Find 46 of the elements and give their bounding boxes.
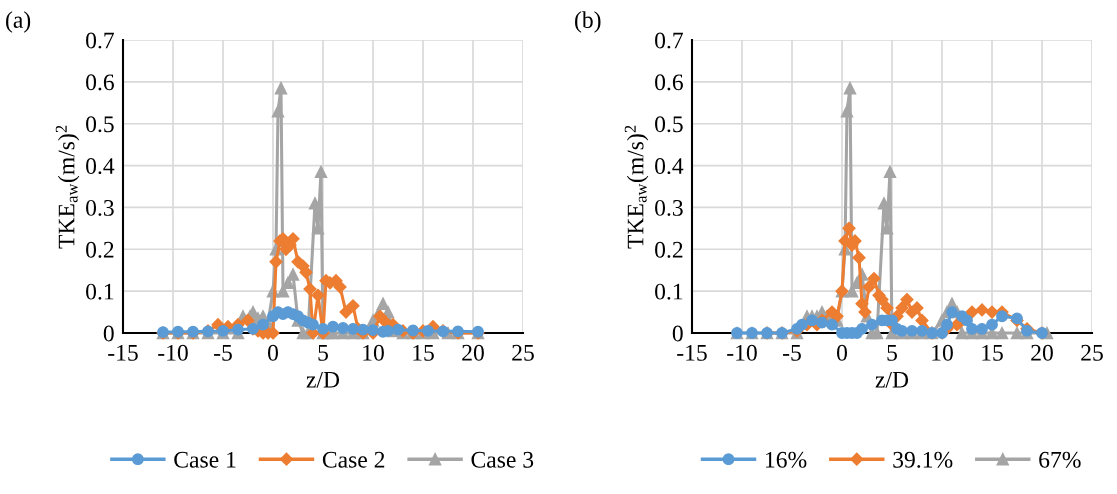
y-tick-label: 0.5 (655, 116, 683, 133)
y-axis-title: TKE$_{aw}$(m/s)$^{2}$ (624, 125, 649, 249)
x-tick-label: 25 (1081, 344, 1103, 361)
x-tick-label: -5 (214, 345, 232, 361)
x-tick-label: 25 (512, 344, 534, 361)
text: (b) (575, 11, 601, 33)
legend-label: Case 3 (471, 451, 534, 468)
y-tick-label: 0.6 (655, 74, 683, 91)
y-tick-label: 0.2 (655, 241, 683, 258)
x-axis-title: z/D (875, 371, 909, 388)
y-tick-label: 0.2 (86, 241, 114, 258)
y-tick-label: 0.1 (655, 283, 683, 300)
x-tick-label: 20 (462, 344, 484, 361)
legend-label: 16% (766, 451, 807, 468)
x-tick-label: -15 (108, 344, 138, 361)
x-tick-label: 15 (413, 344, 434, 361)
y-tick-label: 0.4 (655, 158, 684, 175)
x-tick-label: 0 (268, 344, 278, 361)
y-tick-label: 0.4 (86, 158, 115, 175)
y-tick-label: 0 (672, 325, 683, 342)
y-tick-label: 0.7 (86, 32, 114, 49)
x-tick-label: 20 (1031, 344, 1053, 361)
x-tick-label: 5 (887, 345, 897, 361)
text: (a) (6, 11, 31, 33)
y-tick-label: 0.3 (655, 199, 683, 216)
y-tick-label: 0.3 (86, 199, 114, 216)
x-tick-label: -10 (158, 344, 188, 361)
x-tick-label: 10 (363, 344, 384, 361)
y-axis-title: TKE$_{aw}$(m/s)$^{2}$ (55, 125, 80, 249)
x-tick-label: 10 (932, 344, 953, 361)
legend-label: 67% (1039, 451, 1081, 468)
x-tick-label: -5 (783, 345, 801, 361)
y-tick-label: 0.5 (86, 116, 114, 133)
legend-label: Case 2 (322, 451, 385, 468)
y-tick-label: 0.1 (86, 283, 114, 300)
legend-label: 39.1% (893, 451, 953, 468)
x-tick-label: -15 (677, 344, 707, 361)
x-tick-label: 15 (982, 344, 1003, 361)
x-tick-label: -10 (727, 344, 757, 361)
y-tick-label: 0.6 (86, 74, 114, 91)
x-tick-label: 0 (837, 344, 847, 361)
y-tick-label: 0 (103, 325, 114, 342)
x-axis-title: z/D (306, 371, 340, 388)
legend-label: Case 1 (174, 451, 236, 468)
y-tick-label: 0.7 (655, 32, 683, 49)
x-tick-label: 5 (318, 345, 328, 361)
